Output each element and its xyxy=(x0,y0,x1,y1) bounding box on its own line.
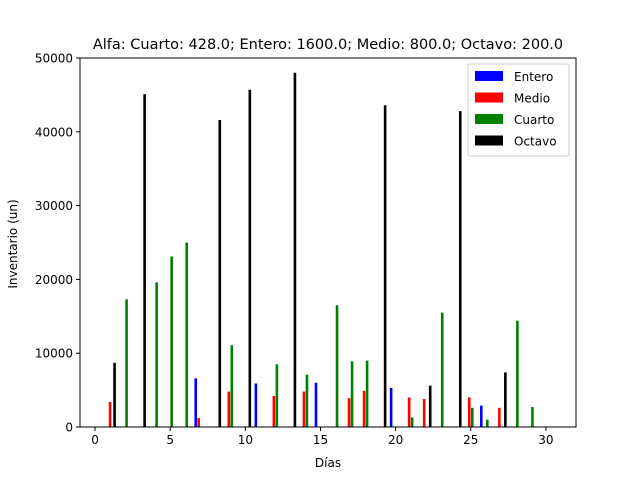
bar-cuarto-4 xyxy=(230,345,234,427)
y-tick-label-10000: 10000 xyxy=(35,347,73,361)
bar-octavo-3 xyxy=(248,89,252,427)
bar-medio-0 xyxy=(108,401,112,427)
bar-cuarto-13 xyxy=(486,419,489,427)
bar-medio-8 xyxy=(422,398,426,427)
bar-medio-2 xyxy=(227,391,231,427)
bar-cuarto-9 xyxy=(365,360,369,427)
bar-octavo-5 xyxy=(383,105,387,427)
y-tick-label-20000: 20000 xyxy=(35,273,73,287)
legend-label-entero: Entero xyxy=(514,70,553,84)
y-tick-label-50000: 50000 xyxy=(35,52,73,66)
bar-octavo-7 xyxy=(458,111,462,427)
bar-octavo-0 xyxy=(113,362,116,427)
bar-medio-6 xyxy=(362,390,366,427)
x-axis-label: Días xyxy=(315,456,341,470)
bar-medio-1 xyxy=(197,418,201,427)
legend-swatch-entero xyxy=(475,71,503,81)
bar-octavo-8 xyxy=(504,372,507,427)
bar-octavo-2 xyxy=(218,119,222,428)
x-tick-label-20: 20 xyxy=(388,433,403,447)
bar-entero-2 xyxy=(314,382,318,427)
x-tick-label-10: 10 xyxy=(238,433,253,447)
y-tick-label-40000: 40000 xyxy=(35,125,73,139)
bar-cuarto-0 xyxy=(125,299,128,427)
x-tick-label-25: 25 xyxy=(463,433,478,447)
bar-octavo-4 xyxy=(293,72,297,427)
axes-layer: 0 5 10 15 20 25 30 0 10000 20000 30000 40000 50000 xyxy=(35,52,577,447)
bar-cuarto-12 xyxy=(470,407,474,427)
bar-cuarto-8 xyxy=(350,361,354,427)
legend: Entero Medio Cuarto Octavo xyxy=(467,63,570,157)
legend-swatch-medio xyxy=(475,92,503,103)
bar-medio-9 xyxy=(467,397,471,427)
bars-layer xyxy=(108,72,534,428)
bar-cuarto-2 xyxy=(170,256,173,427)
y-tick-label-30000: 30000 xyxy=(35,199,73,213)
y-tick-label-0: 0 xyxy=(65,421,73,435)
bar-cuarto-7 xyxy=(335,305,339,427)
x-tick-label-30: 30 xyxy=(538,433,553,447)
bar-entero-0 xyxy=(194,378,198,427)
chart-title: Alfa: Cuarto: 428.0; Entero: 1600.0; Med… xyxy=(93,37,563,53)
bar-entero-1 xyxy=(254,383,258,427)
legend-label-octavo: Octavo xyxy=(514,135,557,149)
bar-entero-4 xyxy=(480,405,483,427)
bar-cuarto-11 xyxy=(440,312,444,427)
bar-medio-7 xyxy=(407,397,411,427)
bar-cuarto-3 xyxy=(185,242,189,427)
legend-label-medio: Medio xyxy=(514,92,550,106)
bar-cuarto-5 xyxy=(275,364,279,427)
bar-octavo-6 xyxy=(428,385,432,427)
bar-medio-10 xyxy=(498,407,501,427)
legend-swatch-cuarto xyxy=(475,114,503,124)
bar-cuarto-15 xyxy=(531,407,534,427)
bar-cuarto-10 xyxy=(410,417,414,427)
legend-swatch-octavo xyxy=(475,135,503,146)
bar-cuarto-14 xyxy=(516,320,519,427)
bar-cuarto-6 xyxy=(305,374,309,427)
legend-box xyxy=(467,63,570,157)
bar-entero-3 xyxy=(389,387,393,427)
x-tick-label-5: 5 xyxy=(166,433,174,447)
bar-cuarto-1 xyxy=(155,282,158,427)
y-axis-label: Inventario (un) xyxy=(6,199,20,288)
x-tick-label-0: 0 xyxy=(91,433,99,447)
legend-label-cuarto: Cuarto xyxy=(514,113,554,127)
bar-medio-3 xyxy=(272,396,276,427)
bar-octavo-1 xyxy=(143,94,146,427)
plot-frame xyxy=(79,57,577,428)
bar-medio-4 xyxy=(302,391,306,427)
bar-medio-5 xyxy=(347,398,351,427)
x-tick-label-15: 15 xyxy=(313,433,328,447)
